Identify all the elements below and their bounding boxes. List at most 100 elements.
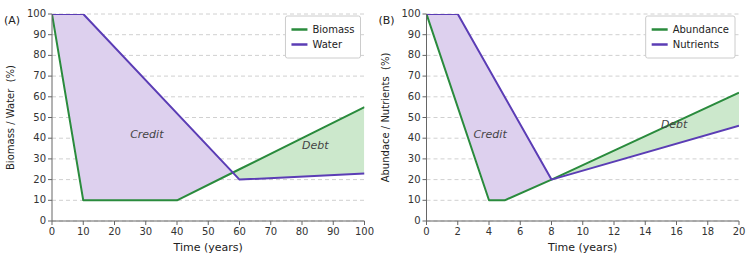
x-axis [427, 221, 740, 222]
legend: BiomassWater [285, 16, 360, 58]
annotation: Debt [661, 118, 688, 131]
x-tick [457, 221, 458, 225]
y-tick-label: 50 [33, 112, 46, 123]
x-tick [270, 221, 271, 225]
x-tick [489, 221, 490, 225]
panel: 010203040506070809010002468101214161820C… [379, 8, 746, 254]
grid-line [427, 179, 740, 180]
x-tick [582, 221, 583, 225]
plot-area [427, 14, 740, 221]
grid-line [52, 14, 365, 15]
x-tick-label: 4 [486, 226, 492, 237]
y-tick-label: 90 [33, 29, 46, 40]
y-tick-label: 20 [408, 174, 421, 185]
legend-label: Abundance [673, 24, 729, 35]
y-tick-label: 70 [33, 70, 46, 81]
x-tick [208, 221, 209, 225]
y-tick [423, 179, 427, 180]
credit-area [52, 14, 365, 221]
y-tick [423, 14, 427, 15]
y-tick-label: 40 [408, 132, 421, 143]
annotation: Credit [473, 128, 507, 141]
y-axis-label: Abundace / Nutrients (%) [380, 53, 391, 183]
x-tick-label: 0 [49, 226, 55, 237]
x-tick-label: 90 [327, 226, 340, 237]
y-tick-label: 70 [408, 70, 421, 81]
y-tick [48, 14, 52, 15]
x-tick-label: 50 [202, 226, 215, 237]
y-tick [48, 76, 52, 77]
x-tick [739, 221, 740, 225]
y-tick [423, 200, 427, 201]
legend-swatch [291, 28, 307, 31]
y-tick-label: 90 [408, 29, 421, 40]
y-tick [48, 179, 52, 180]
y-tick [423, 117, 427, 118]
legend: Abundance Nutrients [646, 16, 735, 58]
x-tick-label: 80 [296, 226, 309, 237]
y-tick [423, 55, 427, 56]
y-tick [423, 96, 427, 97]
credit-area [427, 14, 740, 221]
y-tick [48, 96, 52, 97]
y-tick-label: 10 [408, 194, 421, 205]
panel-label: (B) [379, 14, 395, 27]
y-tick-label: 60 [33, 91, 46, 102]
y-tick [48, 34, 52, 35]
y-tick-label: 30 [33, 153, 46, 164]
y-axis [426, 14, 427, 221]
x-tick [645, 221, 646, 225]
y-axis [52, 14, 53, 221]
y-tick [48, 55, 52, 56]
x-tick-label: 6 [517, 226, 523, 237]
x-tick-label: 60 [233, 226, 246, 237]
grid-line [427, 221, 740, 222]
x-tick [239, 221, 240, 225]
legend-box [646, 16, 735, 58]
debt-area [427, 14, 740, 221]
x-tick-label: 14 [639, 226, 652, 237]
y-tick-label: 80 [33, 49, 46, 60]
panel-label: (A) [4, 14, 20, 27]
legend-swatch [291, 43, 307, 46]
legend-label: Water [312, 39, 342, 50]
x-tick [83, 221, 84, 225]
legend-swatch [652, 28, 668, 31]
y-tick [423, 221, 427, 222]
x-tick-label: 18 [701, 226, 714, 237]
x-tick-label: 8 [548, 226, 554, 237]
x-tick [145, 221, 146, 225]
x-tick [52, 221, 53, 225]
x-tick [520, 221, 521, 225]
x-tick [114, 221, 115, 225]
y-tick-label: 30 [408, 153, 421, 164]
y-tick-label: 10 [33, 194, 46, 205]
x-tick-label: 20 [733, 226, 746, 237]
y-tick-label: 0 [40, 215, 46, 226]
x-axis [52, 221, 365, 222]
y-tick-label: 0 [414, 215, 420, 226]
annotation: Debt [302, 139, 329, 152]
x-tick-label: 10 [77, 226, 90, 237]
y-tick [48, 221, 52, 222]
x-tick [333, 221, 334, 225]
y-tick [423, 34, 427, 35]
panel: 0102030405060708090100010203040506070809… [4, 8, 374, 254]
x-tick [676, 221, 677, 225]
y-tick [48, 117, 52, 118]
x-tick-label: 2 [455, 226, 461, 237]
x-tick-label: 40 [171, 226, 184, 237]
series-line [52, 14, 365, 180]
x-axis-label: Time (years) [547, 241, 617, 254]
y-tick-label: 100 [27, 8, 46, 19]
annotation: Credit [130, 128, 164, 141]
x-tick-label: 0 [423, 226, 429, 237]
y-tick [423, 76, 427, 77]
y-tick [423, 158, 427, 159]
y-axis-label: Biomass / Water (%) [5, 65, 16, 170]
y-tick-label: 50 [408, 112, 421, 123]
y-tick [48, 200, 52, 201]
legend-label: Nutrients [673, 39, 719, 50]
legend-box [285, 16, 360, 58]
x-tick [551, 221, 552, 225]
